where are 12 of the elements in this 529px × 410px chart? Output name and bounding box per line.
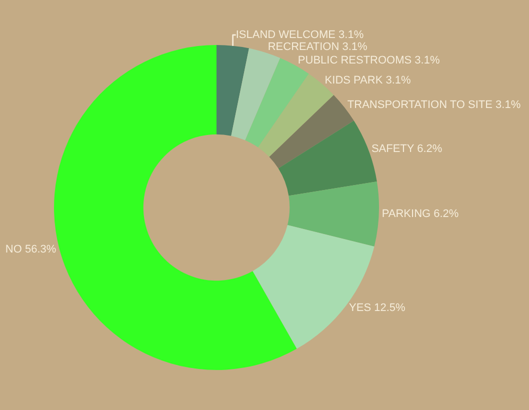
slice-label: KIDS PARK 3.1%	[324, 74, 412, 86]
slice-label: RECREATION 3.1%	[268, 40, 368, 53]
slice-label: NO 56.3%	[5, 243, 56, 256]
slice-label: YES 12.5%	[349, 302, 406, 314]
slice-label: PARKING 6.2%	[382, 208, 459, 220]
donut-slice	[216, 45, 250, 136]
slice-label: ISLAND WELCOME 3.1%	[236, 28, 364, 41]
slice-label: PUBLIC RESTROOMS 3.1%	[298, 54, 440, 67]
donut-slice	[252, 225, 374, 349]
donut-slice	[287, 181, 379, 246]
slice-label: SAFETY 6.2%	[371, 143, 442, 156]
slice-label: TRANSPORTATION TO SITE 3.1%	[347, 99, 521, 112]
